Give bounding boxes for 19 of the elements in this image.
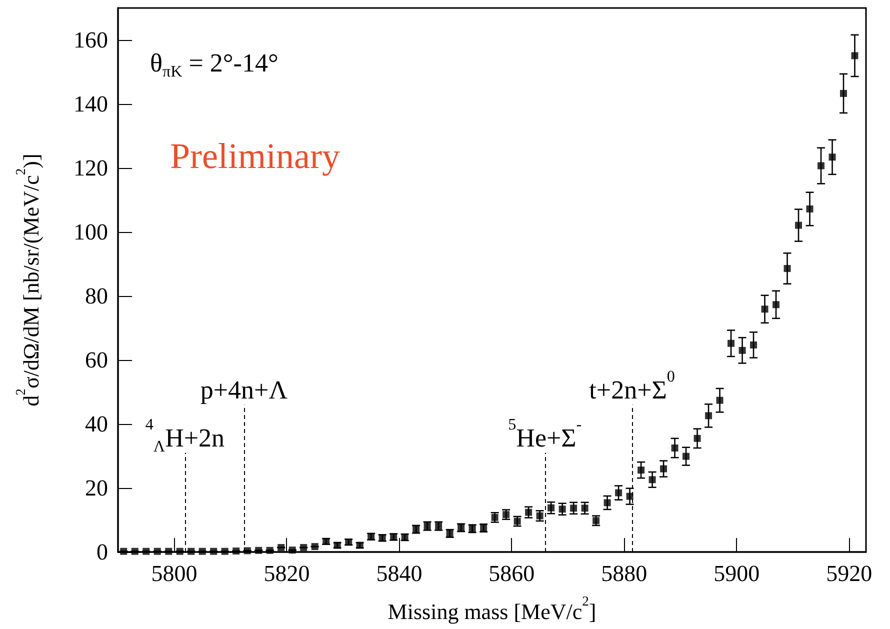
y-axis-title: d2σ/dΩ/dM [nb/sr/(MeV/c2)] bbox=[12, 154, 44, 406]
x-tick-label: 5860 bbox=[488, 561, 535, 586]
y-tick-label: 80 bbox=[85, 284, 108, 308]
y-tick-label: 140 bbox=[74, 92, 108, 116]
x-tick-label: 5920 bbox=[826, 561, 872, 586]
y-tick-label: 60 bbox=[85, 348, 108, 372]
y-tick-label: 0 bbox=[96, 540, 108, 564]
y-tick-label: 160 bbox=[74, 28, 108, 52]
x-tick-label: 5900 bbox=[714, 561, 760, 586]
x-tick-label: 5840 bbox=[376, 561, 422, 586]
x-tick-label: 5880 bbox=[601, 561, 648, 586]
y-tick-label: 40 bbox=[85, 412, 108, 436]
y-tick-label: 20 bbox=[85, 476, 108, 500]
x-tick-label: 5820 bbox=[264, 561, 310, 586]
x-tick-label: 5800 bbox=[151, 561, 198, 586]
annotation: Preliminary bbox=[170, 136, 340, 176]
y-tick-label: 100 bbox=[74, 220, 108, 244]
annotation: p+4n+Λ bbox=[200, 375, 288, 404]
y-tick-label: 120 bbox=[74, 156, 108, 180]
